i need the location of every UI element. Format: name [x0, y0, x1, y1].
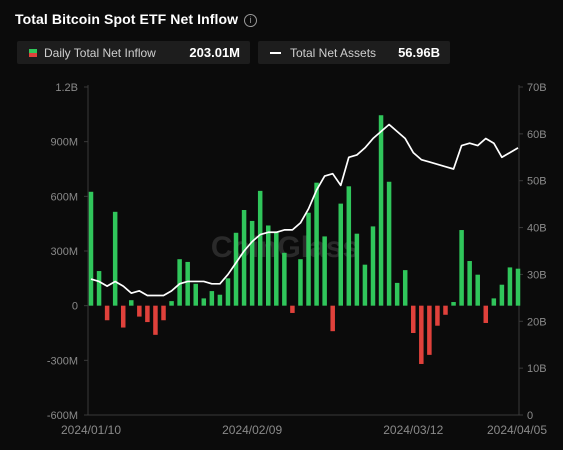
- left-tick-label: 300M: [50, 246, 78, 258]
- inflow-bar: [96, 271, 102, 306]
- inflow-bar: [112, 211, 118, 306]
- left-tick-label: 1.2B: [55, 82, 78, 94]
- inflow-bar: [499, 284, 505, 306]
- inflow-bar: [306, 212, 311, 306]
- legend-value: 203.01M: [189, 45, 240, 60]
- bar-swatch-icon: [29, 48, 37, 57]
- inflow-bar: [386, 181, 392, 306]
- left-tick-label: -300M: [47, 355, 78, 367]
- chart-title-text: Total Bitcoin Spot ETF Net Inflow: [15, 11, 239, 27]
- inflow-bar: [177, 259, 182, 306]
- inflow-bar: [104, 305, 110, 321]
- inflow-bar: [330, 305, 335, 332]
- inflow-bar: [443, 305, 448, 315]
- inflow-bar: [217, 294, 223, 306]
- left-tick-label: 600M: [50, 191, 78, 203]
- inflow-bar: [257, 190, 263, 306]
- inflow-bar: [507, 267, 513, 306]
- inflow-bar: [249, 220, 255, 306]
- inflow-bar: [201, 298, 207, 306]
- right-tick-label: 0: [527, 410, 533, 422]
- inflow-bar: [491, 298, 497, 306]
- inflow-bar: [145, 305, 150, 323]
- x-tick-label: 2024/01/10: [61, 423, 121, 437]
- inflow-bar: [129, 300, 134, 306]
- inflow-bar: [451, 302, 456, 306]
- inflow-bar: [411, 305, 416, 333]
- inflow-bar: [193, 283, 198, 306]
- line-swatch-icon: [270, 51, 281, 54]
- x-tick-label: 2024/02/09: [222, 423, 282, 437]
- total-net-assets-line: [90, 123, 519, 297]
- inflow-bar: [241, 210, 247, 306]
- inflow-bar: [338, 203, 343, 306]
- legend-total-assets[interactable]: Total Net Assets 56.96B: [258, 41, 450, 64]
- inflow-bar: [120, 305, 126, 328]
- inflow-bar: [185, 261, 190, 306]
- inflow-bar: [233, 232, 239, 306]
- legend-value: 56.96B: [398, 45, 440, 60]
- inflow-bar: [161, 305, 166, 321]
- right-tick-label: 50B: [527, 176, 547, 188]
- inflow-bar: [298, 259, 303, 306]
- legend-label: Total Net Assets: [290, 45, 377, 60]
- inflow-bar: [354, 233, 360, 306]
- inflow-bar: [290, 305, 295, 313]
- inflow-bar: [225, 278, 231, 306]
- right-tick-label: 10B: [527, 363, 547, 375]
- left-tick-label: -600M: [47, 410, 78, 422]
- inflow-bar: [362, 264, 368, 306]
- legend-daily-inflow[interactable]: Daily Total Net Inflow 203.01M: [17, 41, 250, 64]
- inflow-bar: [435, 305, 440, 326]
- inflow-bar: [467, 261, 472, 306]
- inflow-bar: [394, 282, 400, 306]
- inflow-bar: [378, 115, 384, 306]
- inflow-bar: [169, 301, 174, 306]
- left-tick-label: 900M: [50, 137, 78, 149]
- right-tick-label: 60B: [527, 129, 547, 141]
- inflow-bar: [346, 186, 352, 306]
- inflow-bar: [88, 191, 94, 306]
- info-icon[interactable]: i: [244, 14, 258, 27]
- x-tick-label: 2024/04/05: [487, 423, 547, 437]
- inflow-bar: [322, 236, 327, 306]
- left-tick-label: 0: [72, 301, 78, 313]
- inflow-bar: [137, 305, 142, 317]
- inflow-bar: [475, 274, 480, 306]
- legend-label: Daily Total Net Inflow: [44, 45, 156, 60]
- inflow-bar: [515, 268, 521, 306]
- inflow-bar: [419, 305, 424, 364]
- inflow-bar: [402, 270, 408, 306]
- chart-title: Total Bitcoin Spot ETF Net Inflow i: [15, 11, 258, 27]
- inflow-bar: [427, 305, 432, 355]
- right-tick-label: 30B: [527, 269, 547, 281]
- inflow-bar: [459, 230, 464, 306]
- right-tick-label: 20B: [527, 316, 547, 328]
- inflow-bar: [483, 305, 489, 323]
- inflow-bar: [282, 252, 287, 306]
- inflow-bar: [370, 226, 376, 306]
- right-tick-label: 70B: [527, 82, 547, 94]
- inflow-bar: [209, 291, 215, 306]
- inflow-bar: [266, 225, 271, 306]
- inflow-bar: [274, 231, 279, 306]
- inflow-bar: [153, 305, 158, 335]
- x-tick-label: 2024/03/12: [383, 423, 443, 437]
- right-tick-label: 40B: [527, 223, 547, 235]
- inflow-bar: [314, 182, 319, 306]
